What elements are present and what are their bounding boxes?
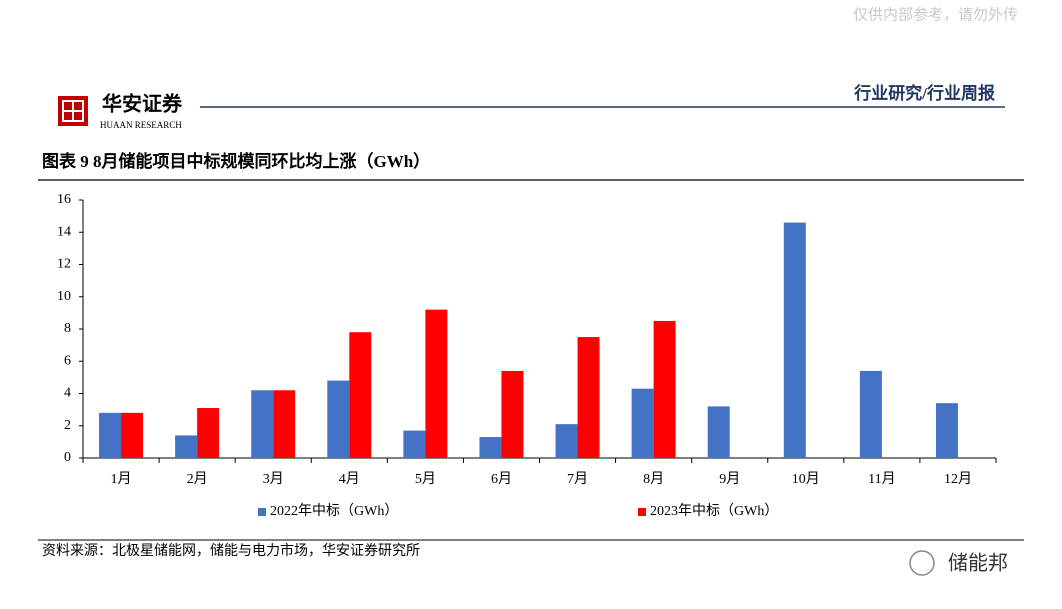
legend-label: 2023年中标（GWh） xyxy=(650,503,778,519)
legend-swatch xyxy=(638,508,646,516)
bar xyxy=(577,337,600,458)
y-tick-label: 12 xyxy=(57,257,71,272)
bar xyxy=(99,412,122,458)
bar xyxy=(403,430,426,458)
logo-icon xyxy=(58,96,88,126)
x-tick-label: 2月 xyxy=(187,471,208,487)
x-tick-label: 3月 xyxy=(263,471,284,487)
x-tick-label: 5月 xyxy=(415,471,436,487)
bar xyxy=(327,380,350,458)
logo-sub: HUAAN RESEARCH xyxy=(100,120,182,130)
bar xyxy=(501,370,524,458)
bar xyxy=(349,332,372,458)
bar xyxy=(707,406,730,458)
bar xyxy=(425,309,448,458)
section-label: 行业研究/行业周报 xyxy=(853,83,995,103)
bar xyxy=(175,435,198,458)
bar xyxy=(859,370,882,458)
x-tick-label: 4月 xyxy=(339,471,360,487)
legend-swatch xyxy=(258,508,266,516)
y-tick-label: 16 xyxy=(57,192,71,207)
bar xyxy=(479,437,502,458)
bar xyxy=(251,390,274,458)
x-tick-label: 1月 xyxy=(111,471,132,487)
bar xyxy=(121,412,144,458)
legend-label: 2022年中标（GWh） xyxy=(270,503,398,519)
x-tick-label: 11月 xyxy=(868,471,895,487)
bar xyxy=(197,408,220,458)
x-tick-label: 10月 xyxy=(792,471,820,487)
source: 资料来源：北极星储能网，储能与电力市场，华安证券研究所 xyxy=(42,542,420,559)
y-tick-label: 8 xyxy=(64,321,71,336)
y-tick-label: 4 xyxy=(64,386,71,401)
watermark: 仅供内部参考，请勿外传 xyxy=(853,6,1018,23)
wechat-icon xyxy=(909,550,935,576)
bar xyxy=(935,403,958,458)
chart-title: 图表 9 8月储能项目中标规模同环比均上涨（GWh） xyxy=(42,151,430,171)
x-tick-label: 12月 xyxy=(944,471,972,487)
x-tick-label: 6月 xyxy=(491,471,512,487)
bar xyxy=(273,390,296,458)
bar xyxy=(555,424,578,458)
x-tick-label: 9月 xyxy=(719,471,740,487)
bar xyxy=(631,388,654,458)
y-tick-label: 14 xyxy=(57,224,71,239)
wechat-name: 储能邦 xyxy=(948,551,1008,575)
bar xyxy=(783,222,806,458)
y-tick-label: 10 xyxy=(57,289,71,304)
y-tick-label: 2 xyxy=(64,418,71,433)
y-tick-label: 0 xyxy=(64,450,71,465)
x-tick-label: 7月 xyxy=(567,471,588,487)
bar xyxy=(653,320,676,458)
logo-name: 华安证券 xyxy=(102,92,183,116)
x-tick-label: 8月 xyxy=(643,471,664,487)
y-tick-label: 6 xyxy=(64,353,71,368)
